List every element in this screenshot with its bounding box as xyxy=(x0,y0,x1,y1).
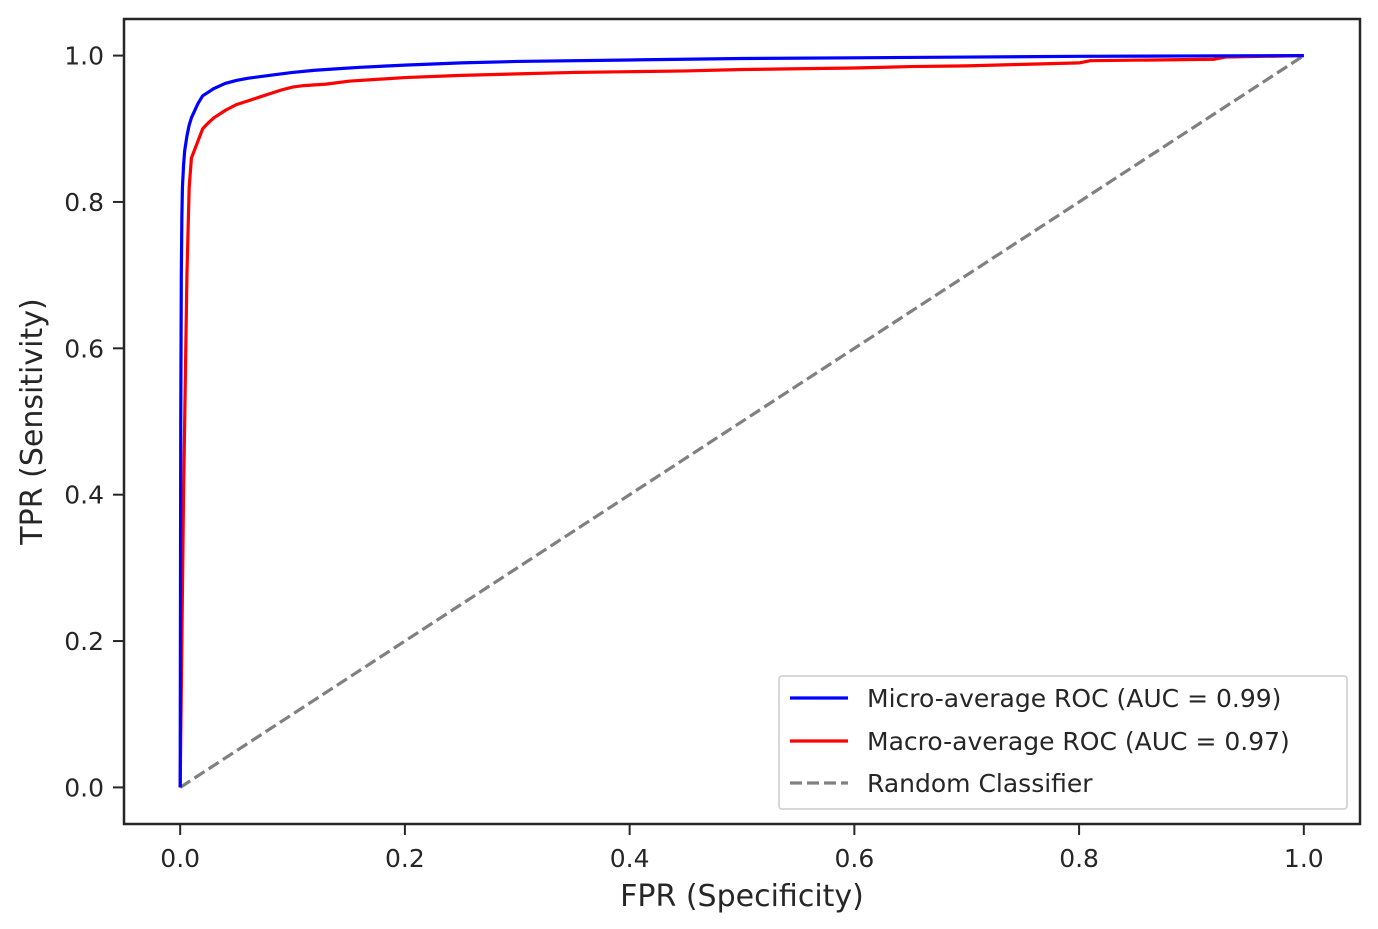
y-axis-title: TPR (Sensitivity) xyxy=(15,298,50,545)
series-line-1 xyxy=(178,53,1304,788)
x-tick-label: 1.0 xyxy=(1284,844,1324,873)
y-axis-ticks: 0.0 0.2 0.4 0.6 0.8 1.0 xyxy=(64,42,124,802)
y-tick-label: 0.6 xyxy=(64,334,104,363)
legend-box xyxy=(778,675,1348,810)
series-line-0 xyxy=(178,53,1304,788)
plot-frame xyxy=(122,17,1362,826)
legend-label-0: Micro-average ROC (AUC = 0.99) xyxy=(867,684,1281,713)
y-tick-label: 0.4 xyxy=(64,481,104,510)
series-layer xyxy=(178,53,1305,789)
series-line-2 xyxy=(179,54,1305,789)
y-tick-label: 0.2 xyxy=(64,627,104,656)
y-tick-label: 0.8 xyxy=(64,188,104,217)
x-tick-label: 0.2 xyxy=(385,844,425,873)
x-tick-label: 0.4 xyxy=(610,844,650,873)
x-tick-label: 0.6 xyxy=(834,844,874,873)
x-axis-title: FPR (Specificity) xyxy=(620,879,864,914)
y-tick-label: 1.0 xyxy=(64,42,104,71)
x-tick-label: 0.0 xyxy=(160,844,200,873)
x-tick-label: 0.8 xyxy=(1059,844,1099,873)
legend: Micro-average ROC (AUC = 0.99) Macro-aver… xyxy=(778,675,1348,810)
x-axis-ticks: 0.0 0.2 0.4 0.6 0.8 1.0 xyxy=(160,824,1324,873)
legend-label-1: Macro-average ROC (AUC = 0.97) xyxy=(867,727,1290,756)
legend-label-2: Random Classifier xyxy=(867,769,1093,798)
y-tick-label: 0.0 xyxy=(64,773,104,802)
